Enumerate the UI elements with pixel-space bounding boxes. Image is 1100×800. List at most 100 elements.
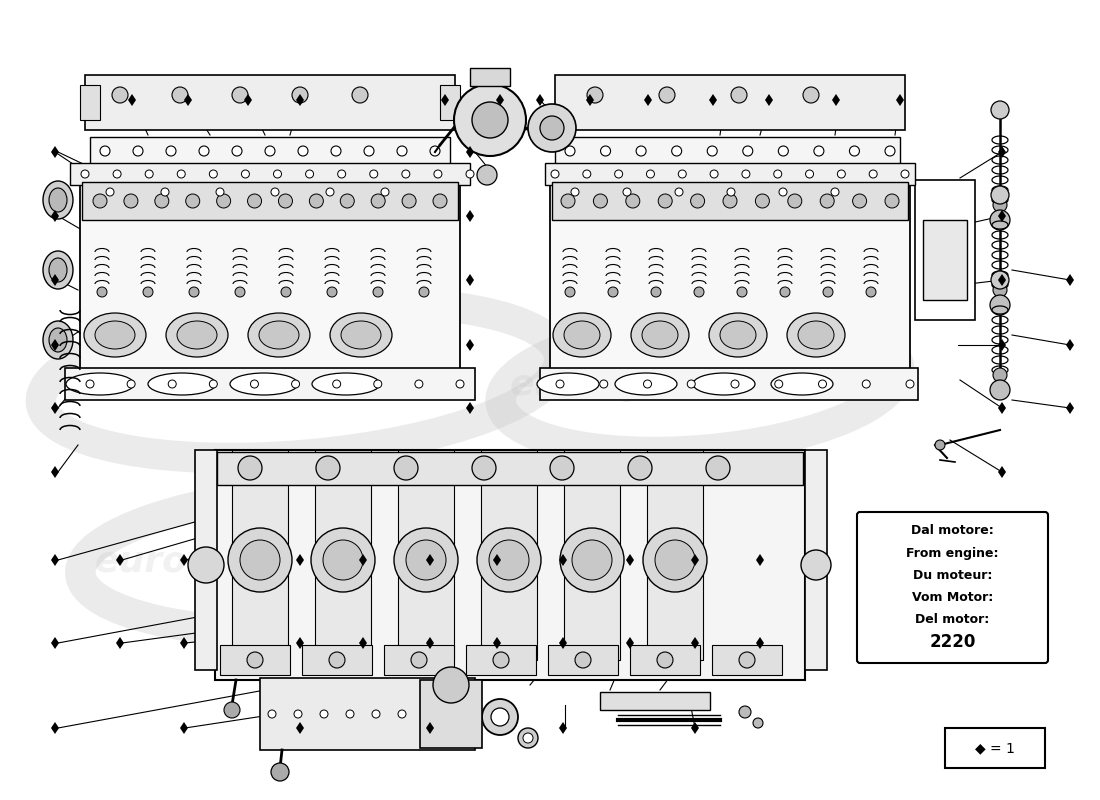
Circle shape	[454, 84, 526, 156]
Circle shape	[636, 146, 646, 156]
Circle shape	[466, 170, 474, 178]
Circle shape	[352, 87, 368, 103]
Circle shape	[723, 194, 737, 208]
Circle shape	[571, 188, 579, 196]
Circle shape	[371, 194, 385, 208]
Circle shape	[694, 287, 704, 297]
Ellipse shape	[95, 321, 135, 349]
Ellipse shape	[43, 181, 73, 219]
Circle shape	[294, 710, 302, 718]
Circle shape	[608, 287, 618, 297]
Circle shape	[644, 528, 707, 592]
Ellipse shape	[642, 321, 678, 349]
Ellipse shape	[166, 313, 228, 357]
Ellipse shape	[148, 373, 216, 395]
Circle shape	[323, 540, 363, 580]
Bar	[85, 75, 455, 130]
Circle shape	[373, 287, 383, 297]
Circle shape	[675, 188, 683, 196]
Circle shape	[228, 528, 292, 592]
Circle shape	[628, 456, 652, 480]
Bar	[647, 450, 703, 660]
Circle shape	[886, 146, 895, 156]
Bar	[232, 450, 288, 660]
Circle shape	[311, 528, 375, 592]
Circle shape	[248, 194, 262, 208]
Circle shape	[398, 710, 406, 718]
Circle shape	[161, 188, 169, 196]
Circle shape	[742, 146, 752, 156]
Ellipse shape	[43, 321, 73, 359]
Circle shape	[739, 652, 755, 668]
Circle shape	[112, 87, 128, 103]
Bar	[315, 450, 371, 660]
Circle shape	[374, 380, 382, 388]
Circle shape	[145, 170, 153, 178]
Circle shape	[477, 528, 541, 592]
Circle shape	[186, 194, 200, 208]
Circle shape	[522, 733, 534, 743]
Circle shape	[177, 170, 185, 178]
Text: Dal motore:: Dal motore:	[911, 525, 994, 538]
Ellipse shape	[177, 321, 217, 349]
Circle shape	[490, 540, 529, 580]
Bar	[550, 180, 910, 370]
Circle shape	[540, 116, 564, 140]
Bar	[217, 452, 803, 485]
Circle shape	[587, 87, 603, 103]
Circle shape	[739, 706, 751, 718]
Circle shape	[801, 550, 830, 580]
Circle shape	[364, 146, 374, 156]
Circle shape	[575, 652, 591, 668]
FancyBboxPatch shape	[857, 512, 1048, 663]
Bar	[80, 180, 460, 370]
Circle shape	[565, 287, 575, 297]
Bar	[420, 680, 482, 748]
Circle shape	[309, 194, 323, 208]
Circle shape	[433, 194, 447, 208]
Circle shape	[340, 194, 354, 208]
Circle shape	[100, 146, 110, 156]
Circle shape	[338, 170, 345, 178]
Bar	[195, 450, 217, 670]
Circle shape	[773, 170, 782, 178]
Circle shape	[756, 194, 769, 208]
Circle shape	[224, 702, 240, 718]
Circle shape	[331, 146, 341, 156]
Circle shape	[472, 102, 508, 138]
Circle shape	[869, 170, 877, 178]
Circle shape	[248, 652, 263, 668]
Bar	[805, 450, 827, 670]
Circle shape	[561, 194, 575, 208]
Circle shape	[647, 170, 654, 178]
Circle shape	[657, 652, 673, 668]
Circle shape	[837, 170, 846, 178]
Circle shape	[394, 528, 458, 592]
Circle shape	[518, 728, 538, 748]
Circle shape	[491, 708, 509, 726]
Circle shape	[732, 87, 747, 103]
Circle shape	[232, 146, 242, 156]
Ellipse shape	[564, 321, 600, 349]
Ellipse shape	[615, 373, 676, 395]
Bar	[440, 85, 460, 120]
Circle shape	[556, 380, 564, 388]
Circle shape	[298, 146, 308, 156]
Circle shape	[370, 170, 377, 178]
Circle shape	[572, 540, 612, 580]
Circle shape	[615, 170, 623, 178]
Ellipse shape	[798, 321, 834, 349]
Text: eurospares: eurospares	[85, 365, 313, 399]
Circle shape	[419, 287, 429, 297]
Ellipse shape	[710, 313, 767, 357]
Circle shape	[94, 194, 107, 208]
Bar	[302, 645, 372, 675]
Ellipse shape	[258, 321, 299, 349]
Text: eurospares: eurospares	[510, 368, 738, 402]
Circle shape	[209, 380, 218, 388]
Circle shape	[990, 210, 1010, 230]
Bar	[398, 450, 454, 660]
Bar	[481, 450, 537, 660]
Circle shape	[550, 456, 574, 480]
Circle shape	[326, 188, 334, 196]
